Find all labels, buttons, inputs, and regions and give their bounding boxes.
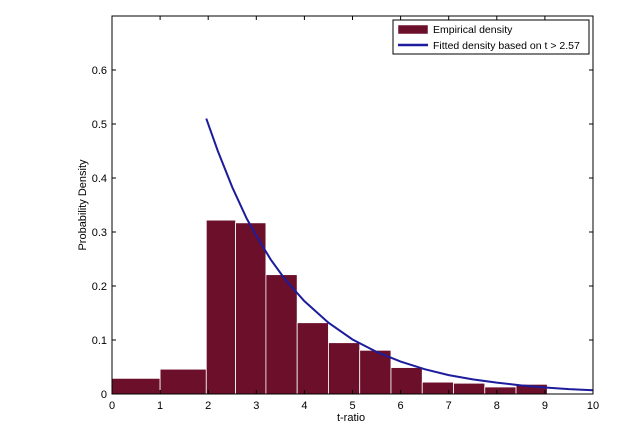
x-tick-label-10: 10 [587,400,599,412]
histogram-bar-5 [296,322,329,395]
y-axis: 0 0.1 0.2 0.3 0.4 0.5 0.6 [92,65,593,401]
histogram-bar-8 [390,367,423,395]
fitted-density-curve [205,118,594,392]
y-tick-label-6: 0.6 [92,65,107,77]
x-tick-label-0: 0 [109,400,115,412]
histogram-bar-4 [265,274,298,395]
x-tick-label-5: 5 [349,400,355,412]
x-tick-label-8: 8 [494,400,500,412]
y-tick-label-5: 0.5 [92,119,107,131]
histogram-bar-1 [159,368,207,395]
histogram-bar-6 [328,342,361,395]
x-tick-label-1: 1 [157,400,163,412]
y-tick-label-1: 0.1 [92,335,107,347]
histogram-bar-3 [235,222,267,395]
x-axis: 0 1 2 3 4 5 6 7 8 9 10 [109,16,599,412]
histogram-bar-11 [484,386,517,395]
y-tick-label-4: 0.4 [92,173,107,185]
x-tick-label-3: 3 [253,400,259,412]
x-tick-label-2: 2 [205,400,211,412]
y-tick-label-3: 0.3 [92,227,107,239]
x-tick-label-4: 4 [301,400,307,412]
x-tick-label-6: 6 [398,400,404,412]
histogram-bar-0 [111,377,161,395]
x-axis-title: t-ratio [337,412,365,424]
legend-label-fitted: Fitted density based on t > 2.57 [433,40,580,52]
y-axis-title: Probability Density [77,159,89,251]
histogram-bar-2 [205,219,237,395]
x-tick-label-7: 7 [446,400,452,412]
y-tick-label-2: 0.2 [92,281,107,293]
legend-label-empirical: Empirical density [433,24,513,36]
x-tick-label-9: 9 [542,400,548,412]
histogram-bar-10 [453,382,486,395]
y-tick-label-0: 0 [101,389,107,401]
legend: Empirical density Fitted density based o… [392,19,590,55]
histogram-bar-7 [359,349,392,395]
legend-swatch-empirical [397,24,429,35]
